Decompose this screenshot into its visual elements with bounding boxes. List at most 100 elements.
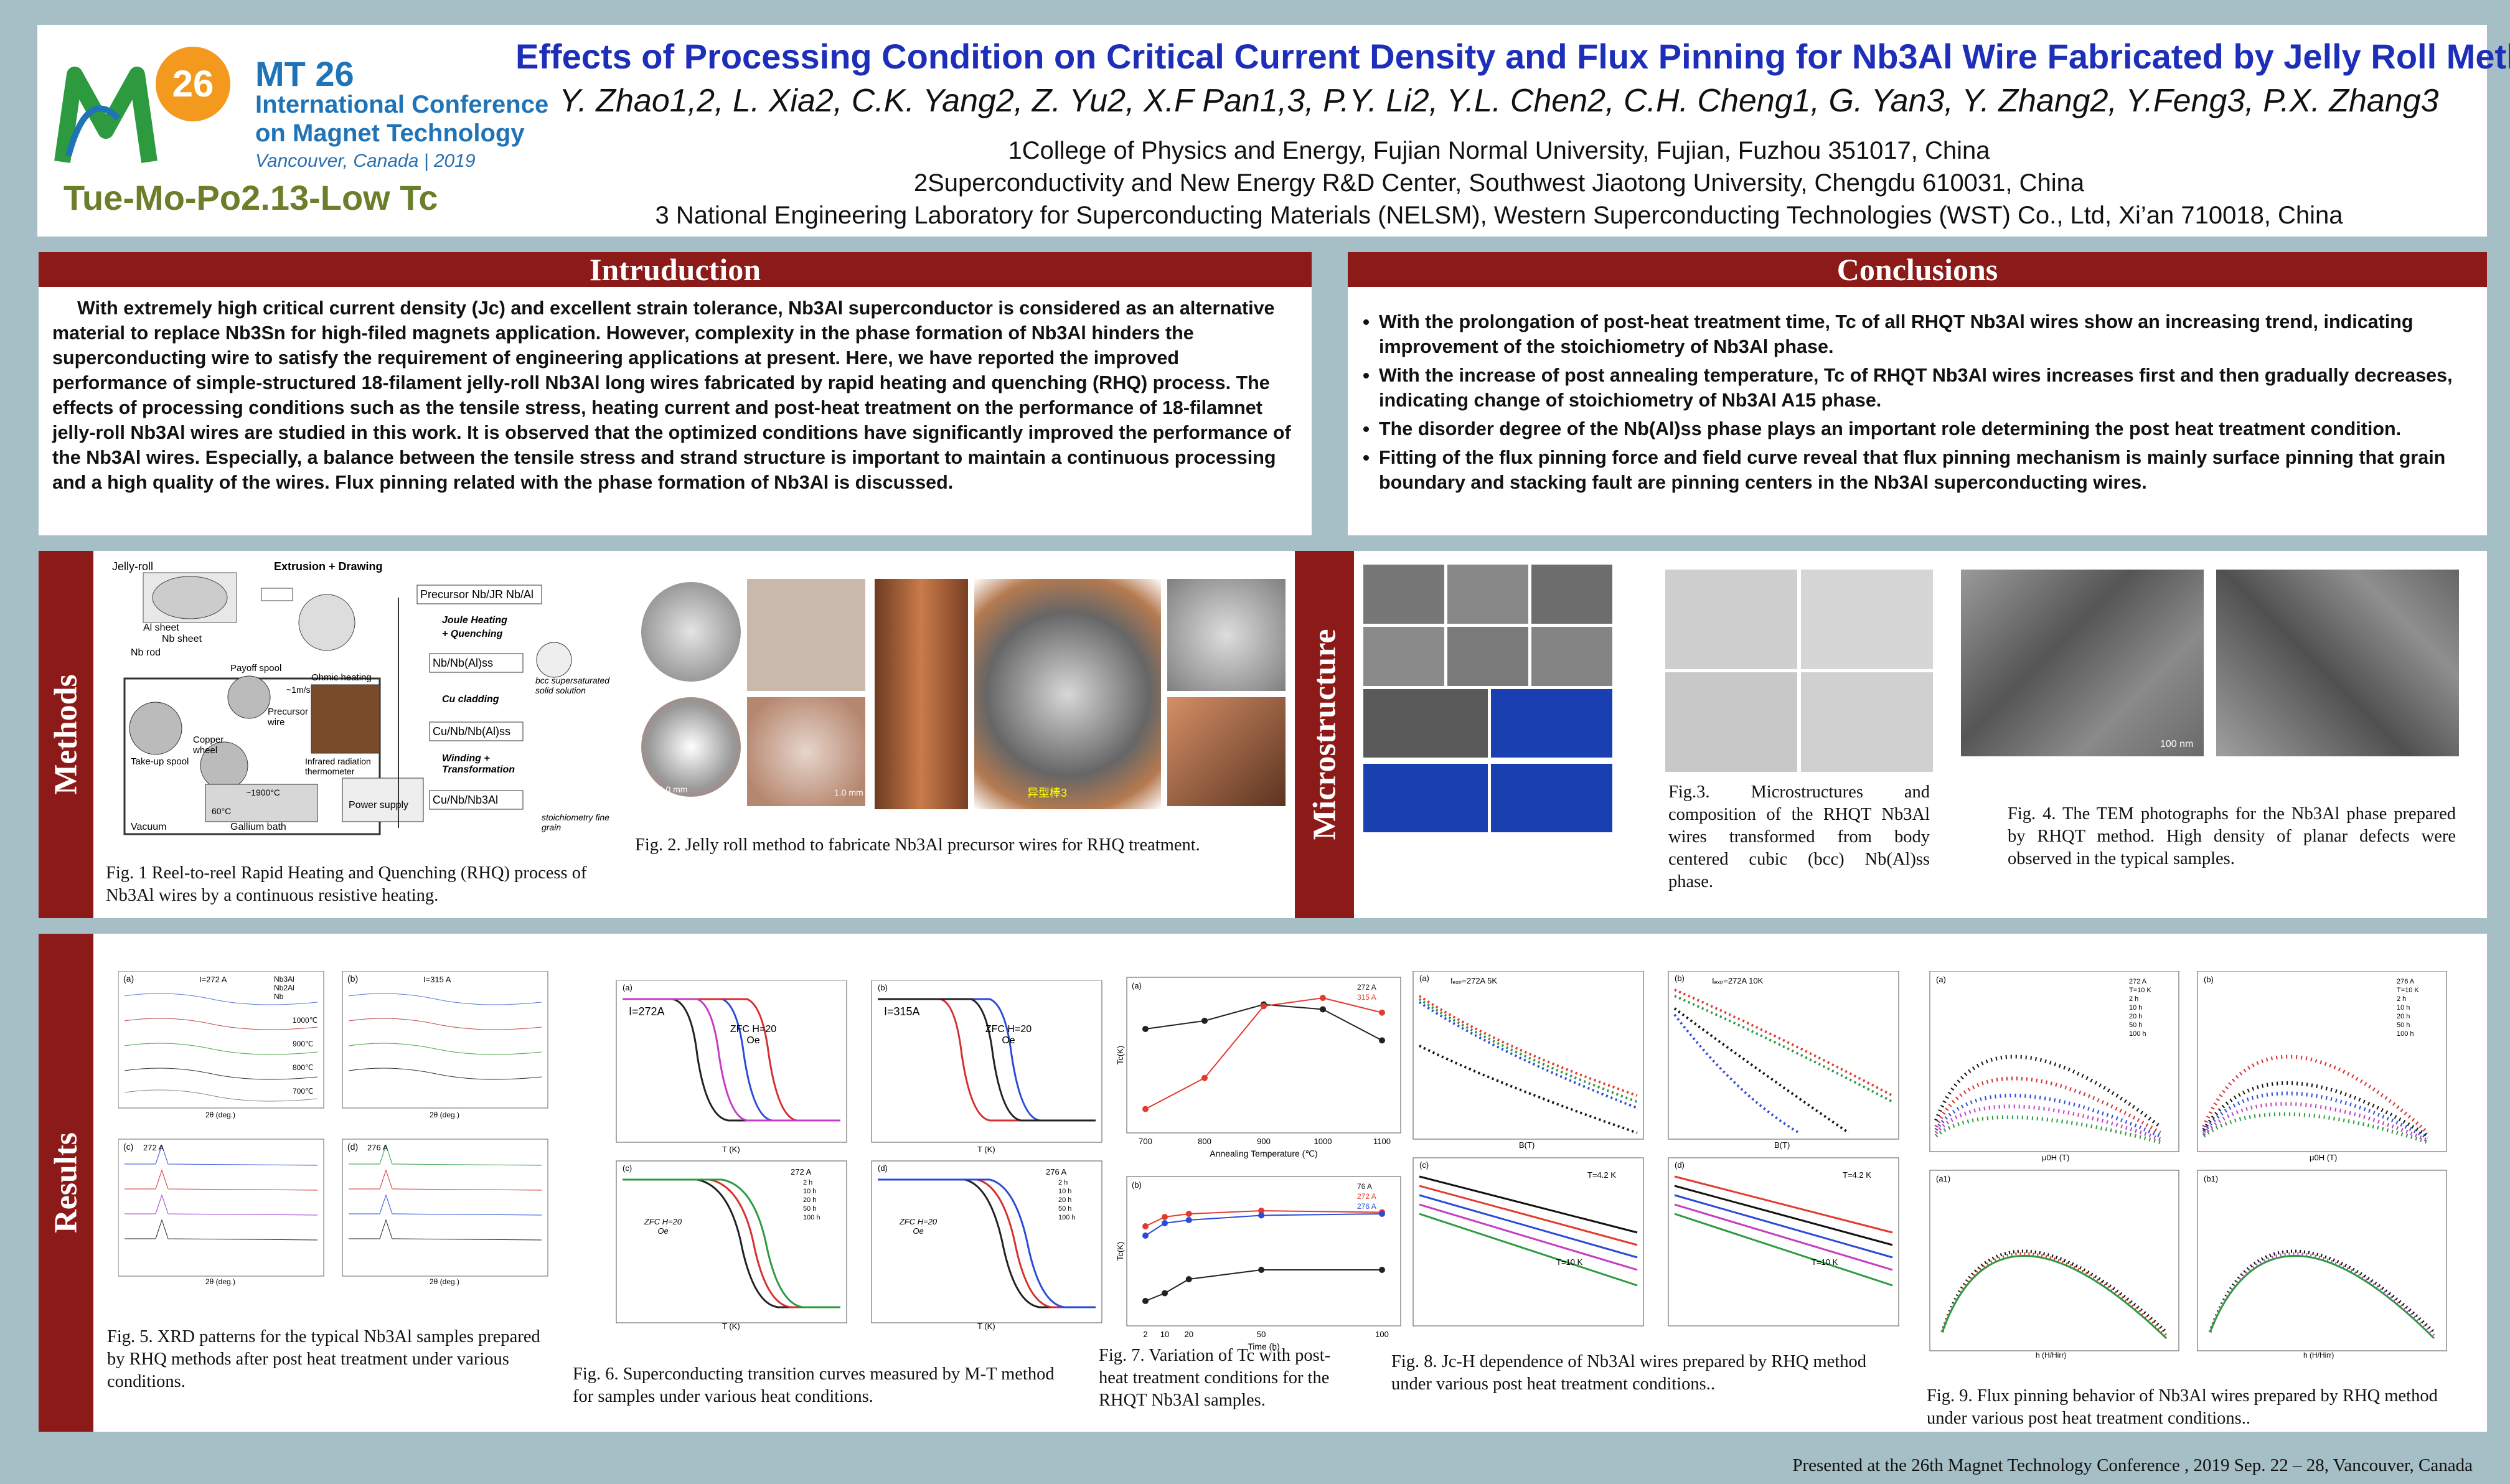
jc-h-panels: [1412, 970, 1899, 1327]
jch-annotation: Iₑₓₚ=272A 10K: [1712, 976, 1764, 985]
micro-image: [1801, 570, 1933, 669]
conference-name: MT 26: [255, 54, 354, 93]
microstructure-panel: Fig.3. Microstructures and composition o…: [1354, 551, 2487, 918]
introduction-body: With extremely high critical current den…: [52, 298, 1291, 493]
mt-xlabel: T (K): [977, 1145, 995, 1154]
tc-panel-label: (b): [1132, 1180, 1142, 1190]
fp-panel-label: (b1): [2204, 1174, 2219, 1183]
tc-data-point: [1142, 1223, 1149, 1229]
conclusion-item: Fitting of the flux pinning force and fi…: [1379, 445, 2487, 495]
fp-xlabel: h (H/Hirr): [2036, 1351, 2067, 1360]
label-precursor-wire: Precursor wire: [268, 707, 309, 728]
sem-image: [1531, 565, 1612, 624]
tc-data-point: [1162, 1220, 1168, 1226]
fig6-mt-plots: (a) I=272A ZFC H=20 Oe (b) I=315A ZFC H=…: [604, 980, 1114, 1331]
fp-xlabel: h (H/Hirr): [2303, 1351, 2334, 1360]
tc-data-point: [1201, 1074, 1208, 1081]
jch-panel-label: (b): [1675, 974, 1685, 983]
poster-title: Effects of Processing Condition on Criti…: [515, 37, 2510, 76]
mt-field-label: ZFC H=20 Oe: [730, 1024, 777, 1046]
introduction-panel: Intruduction With extremely high critica…: [39, 252, 1312, 535]
tc-data-point: [1258, 1212, 1265, 1219]
mt-panel-label: (d): [878, 1163, 888, 1173]
jch-xlabel: B(T): [1519, 1140, 1535, 1150]
micro-image: [1665, 672, 1797, 772]
tc-data-point: [1185, 1211, 1192, 1217]
tc-variation-chart: 700 800 900 1000 1100 Annealing Temperature (…: [1116, 977, 1401, 1351]
label-stoich: stoichiometry fine grain: [542, 812, 609, 832]
results-panel: (a) (b) (c) (d) I=272 A I=315 A 272 A 27…: [93, 934, 2487, 1432]
author-list: Y. Zhao1,2, L. Xia2, C.K. Yang2, Z. Yu2,…: [559, 83, 2439, 119]
mt-current-label: I=272A: [629, 1005, 665, 1018]
xrd-current-label: 276 A: [367, 1143, 388, 1152]
tc-data-point: [1142, 1106, 1149, 1112]
fig5-xrd-plots: (a) (b) (c) (d) I=272 A I=315 A 272 A 27…: [118, 970, 554, 1286]
jch-annotation: T=4.2 K: [1587, 1170, 1616, 1180]
xrd-panel-c: [118, 1139, 324, 1277]
filament-cross-section-photo: [641, 697, 741, 797]
xrd-legend: Nb3Al Nb2Al Nb: [274, 975, 294, 1001]
label-ohmic: Ohmic heating: [311, 672, 372, 683]
conclusion-item: The disorder degree of the Nb(Al)ss phas…: [1379, 416, 2487, 441]
fp-panel-label: (b): [2204, 975, 2214, 984]
sem-image: [1447, 627, 1528, 686]
tc-data-point: [1162, 1214, 1168, 1220]
xrd-current-label: 272 A: [143, 1143, 164, 1152]
poster-header: 26 MT 26 International Conference on Mag…: [37, 25, 2510, 237]
mt-panel-b: [871, 980, 1102, 1143]
xrd-panel-label: (a): [123, 974, 134, 984]
svg-text:26: 26: [172, 63, 214, 105]
fp-panel-label: (a1): [1936, 1174, 1951, 1183]
mt-panel-c: [616, 1160, 847, 1323]
tc-legend-entry: 76 A: [1357, 1182, 1372, 1191]
tc-data-point: [1142, 1233, 1149, 1239]
label-quenching: + Quenching: [442, 629, 503, 639]
mt-current-label: 276 A: [1046, 1167, 1067, 1176]
tc-data-point: [1261, 1003, 1267, 1010]
xrd-xlabel: 2θ (deg.): [205, 1111, 236, 1119]
tc-data-point: [1142, 1298, 1149, 1304]
jelly-roll-assembly-photo: [974, 579, 1161, 809]
tc-data-point: [1162, 1290, 1168, 1297]
conference-logo: 26 MT 26 International Conference on Mag…: [50, 37, 548, 174]
jch-xlabel: B(T): [1774, 1140, 1790, 1150]
jch-annotation: T=10 K: [1812, 1257, 1838, 1267]
conference-subtitle-2: on Magnet Technology: [255, 120, 525, 147]
tc-x-tick: 20: [1185, 1330, 1193, 1339]
tc-data-point: [1320, 995, 1326, 1002]
scale-10mm: 10.0 mm: [654, 784, 688, 794]
micro-image: [1665, 570, 1797, 669]
label-temp: 60°C: [212, 806, 232, 816]
xrd-panel-label: (b): [347, 974, 359, 984]
label-extrusion: Extrusion + Drawing: [274, 560, 383, 573]
fig1-caption: Fig. 1 Reel-to-reel Rapid Heating and Qu…: [106, 863, 587, 905]
fig4-caption: Fig. 4. The TEM photographs for the Nb3A…: [2008, 804, 2456, 868]
label-nb-rod: Nb rod: [131, 647, 161, 658]
chinese-label: 异型棒3: [1027, 787, 1068, 799]
xrd-xlabel: 2θ (deg.): [430, 1277, 460, 1286]
label-nbnbal: Nb/Nb(Al)ss: [433, 657, 494, 669]
tc-x-tick: 2: [1143, 1330, 1147, 1339]
fig4-tem-images: 100 nm: [1961, 570, 2471, 756]
mt-field-label: ZFC H=20 Oe: [644, 1217, 682, 1236]
label-vacuum: Vacuum: [131, 822, 167, 832]
xrd-curve-labels: 1000℃ 900℃ 800℃ 700℃: [293, 1016, 318, 1096]
tc-data-point: [1379, 1211, 1385, 1217]
cross-section-photo-3: [1167, 579, 1286, 691]
mt-panel-d: [871, 1160, 1102, 1323]
label-thermometer: Infrared radiation thermometer: [305, 756, 371, 776]
affiliation-1: 1College of Physics and Energy, Fujian N…: [1008, 137, 1990, 164]
tc-x-tick: 900: [1257, 1137, 1271, 1146]
mt-xlabel: T (K): [722, 1145, 740, 1154]
footer-presented-at: Presented at the 26th Magnet Technology …: [1792, 1455, 2473, 1475]
mt-curve-panels: [616, 980, 1102, 1323]
hexagonal-billet-photo: [747, 579, 865, 691]
tc-panel-label: (a): [1132, 981, 1142, 990]
wire-cross-section-photo: [641, 582, 741, 682]
fig8-caption: Fig. 8. Jc-H dependence of Nb3Al wires p…: [1391, 1352, 1866, 1394]
label-speed: ~1m/s: [286, 685, 311, 695]
fig3-sem-grid: [1363, 565, 1612, 913]
label-bcc: bcc supersaturated solid solution: [535, 675, 610, 695]
mt-panel-a: [616, 980, 847, 1143]
